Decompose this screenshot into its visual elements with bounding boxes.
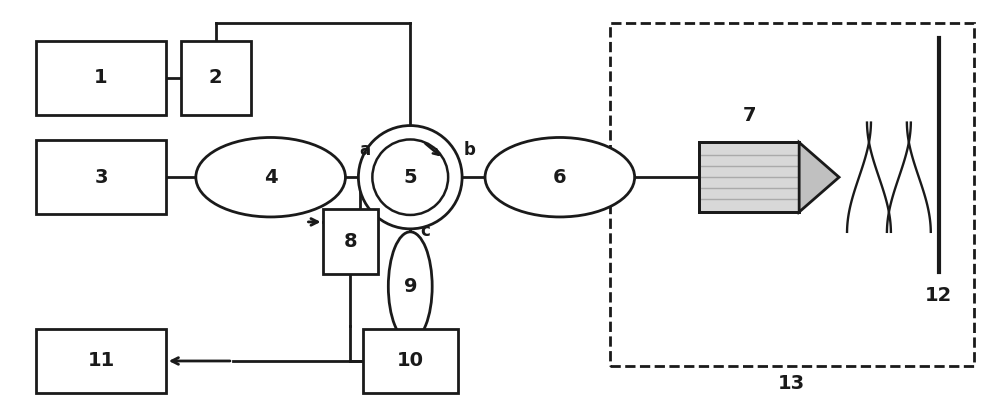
- Text: c: c: [420, 222, 430, 240]
- Text: 13: 13: [778, 374, 805, 393]
- Text: 8: 8: [344, 232, 357, 251]
- Ellipse shape: [485, 138, 635, 217]
- Ellipse shape: [196, 138, 345, 217]
- Text: 9: 9: [404, 277, 417, 296]
- Bar: [36, 140, 166, 214]
- Text: 4: 4: [264, 168, 277, 187]
- Bar: [699, 143, 799, 212]
- Text: 5: 5: [403, 168, 417, 187]
- Text: 11: 11: [87, 352, 115, 370]
- Bar: [363, 329, 458, 393]
- Polygon shape: [799, 143, 839, 212]
- Bar: [181, 40, 251, 115]
- Circle shape: [372, 139, 448, 215]
- Text: 1: 1: [94, 68, 108, 88]
- Text: 6: 6: [553, 168, 567, 187]
- Text: b: b: [464, 141, 476, 159]
- Bar: [323, 209, 378, 274]
- Text: a: a: [359, 141, 370, 159]
- Text: 3: 3: [94, 168, 108, 187]
- Bar: [610, 23, 974, 366]
- Bar: [36, 329, 166, 393]
- Circle shape: [358, 126, 462, 229]
- Text: 7: 7: [743, 106, 756, 125]
- Bar: [36, 40, 166, 115]
- Text: 2: 2: [209, 68, 223, 88]
- Text: 10: 10: [397, 352, 424, 370]
- Text: 12: 12: [925, 286, 952, 306]
- Ellipse shape: [388, 232, 432, 341]
